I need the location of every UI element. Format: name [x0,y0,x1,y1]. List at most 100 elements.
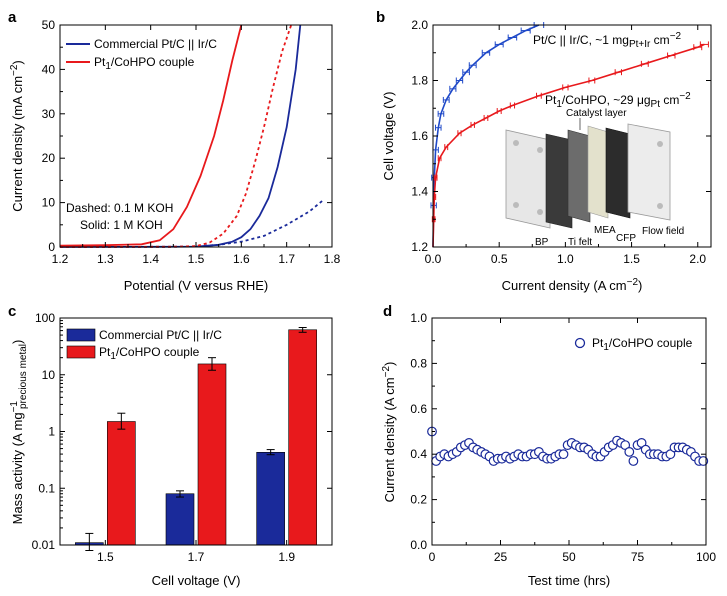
panel-a-legend-entry-2-sub: 1 [105,61,111,72]
panel-d-ylabel-tail: ) [382,362,397,366]
panel-a-xtick-label: 1.3 [97,252,114,266]
panel-c-ytick-label: 10 [42,368,56,382]
panel-a-ylabel-sup: −2 [9,64,20,76]
panel-d-legend-entry-tail: /CoHPO couple [609,336,693,350]
panel-d-xtick-label: 50 [562,550,576,564]
panel-b-annotation-blue-tail: cm [650,33,669,47]
panel-a-ytick-label: 30 [42,107,56,121]
panel-c-ytick-label: 100 [35,311,55,325]
panel-c-legend-entry-1: Commercial Pt/C || Ir/C [99,328,222,342]
panel-c-label: c [8,303,16,320]
panel-d-ytick-label: 0.4 [410,447,427,461]
panel-a-legend-entry-2-main: Pt [94,55,106,69]
panel-a-xtick-label: 1.2 [52,252,69,266]
panel-b-annotation-blue-main: Pt/C || Ir/C, ~1 mg [533,33,629,47]
panel-c-ylabel-sup: −1 [9,401,20,413]
panel-c-legend-entry-2: Pt1/CoHPO couple [99,345,200,362]
inset-label-ti-felt: Ti felt [568,237,592,248]
panel-d-legend: Pt1/CoHPO couple [574,336,693,353]
panel-b-xtick-label: 0.5 [491,252,508,266]
inset-ti-felt [545,133,573,229]
panel-b-annotation-red: Pt1/CoHPO, ~29 μgPt cm−2 [545,91,691,110]
panel-d-ytick-label: 0.8 [410,356,427,370]
panel-d-xtick-label: 75 [631,550,645,564]
panel-c-ylabel-main: Mass activity (A mg [10,412,25,524]
panel-a-ticks: 1.2 1.3 1.4 1.5 1.6 1.7 1.8 0 10 20 30 40 50 [42,18,341,266]
panel-d-ytick-label: 0.6 [410,402,427,416]
panel-a-ylabel-main: Current density (mA cm [10,76,25,212]
panel-a-annotation-solid: Solid: 1 M KOH [80,218,163,232]
panel-d-ylabel-main: Current density (A cm [382,377,397,502]
inset-bipolar-plate [505,129,551,229]
panel-a-ytick-label: 0 [48,240,55,254]
panel-b-xtick-label: 1.0 [557,252,574,266]
panel-a-label: a [8,9,17,26]
inset-label-flow-field: Flow field [642,226,684,237]
panel-a-ytick-label: 40 [42,62,56,76]
panel-b-xtick-label: 2.0 [689,252,706,266]
panel-c-legend-swatch-blue [66,328,96,342]
panel-b: b Catalyst layer BP Ti felt MEA CFP Flow… [376,9,712,293]
inset-mea [587,125,609,219]
panel-b-annotation-red-main: Pt [545,93,557,107]
panel-c-ytick-label: 0.1 [38,481,55,495]
panel-b-ytick-label: 1.8 [411,74,428,88]
panel-c-bar-series-2-1.7 [197,363,227,546]
inset-plate-hole [537,209,543,215]
panel-c-xtick-label: 1.7 [188,550,205,564]
panel-c-ylabel-sub: precious metal [18,344,29,409]
inset-plate-hole [537,147,543,153]
panel-d-legend-entry-main: Pt [592,336,604,350]
inset-plate-hole [513,140,519,146]
panel-c-xlabel: Cell voltage (V) [152,573,241,588]
panel-b-ytick-label: 2.0 [411,18,428,32]
panel-d-label: d [383,303,392,320]
panel-a-ylabel: Current density (mA cm−2) [9,60,25,212]
panel-a-xtick-label: 1.8 [324,252,341,266]
panel-b-xlabel: Current density (A cm−2) [502,277,643,293]
inset-plate-hole [657,141,663,147]
inset-label-cfp: CFP [616,233,636,244]
panel-d-ytick-label: 0.2 [410,493,427,507]
panel-d-xtick-label: 100 [696,550,716,564]
panel-b-ticks: 0.0 0.5 1.0 1.5 2.0 1.2 1.4 1.6 1.8 2.0 [411,18,711,266]
panel-b-ylabel: Cell voltage (V) [381,92,396,181]
panel-b-annotation-red-tail: cm [660,93,679,107]
panel-c-xtick-label: 1.9 [278,550,295,564]
panel-c-legend-entry-2-sub: 1 [110,351,116,362]
panel-b-annotation-blue: Pt/C || Ir/C, ~1 mgPt+Ir cm−2 [533,31,682,50]
panel-c-legend-entry-2-main: Pt [99,345,111,359]
panel-b-xtick-label: 0.0 [425,252,442,266]
panel-d-data-point [698,456,709,466]
panel-b-xlabel-sup: −2 [627,277,639,288]
panel-d-xtick-label: 25 [494,550,508,564]
panel-b-annotation-red-sup: −2 [679,91,691,102]
panel-c-bar-series-2-1.5 [107,421,136,546]
panel-d-xtick-label: 0 [429,550,436,564]
panel-c-bar-series-1-1.7 [165,493,195,546]
inset-plate-hole [657,203,663,209]
inset-label-bp: BP [535,237,549,248]
inset-cfp [605,127,631,219]
panel-b-label: b [376,9,385,26]
panel-b-ytick-label: 1.2 [411,240,428,254]
panel-b-annotation-blue-sub: Pt+Ir [629,39,651,50]
panel-a-xtick-label: 1.4 [142,252,159,266]
panel-a: a 1.2 1.3 1.4 1.5 1.6 1.7 1.8 0 10 20 30 40 50 Poten… [8,9,341,293]
panel-c-legend-entry-2-tail: /CoHPO couple [116,345,200,359]
panel-d-legend-marker [574,337,586,349]
panel-d-xlabel: Test time (hrs) [528,573,610,588]
panel-a-legend: Commercial Pt/C || Ir/C Pt1/CoHPO couple [66,37,217,72]
panel-c-ytick-label: 1 [48,425,55,439]
panel-a-xtick-label: 1.6 [233,252,250,266]
panel-a-ylabel-tail: ) [10,60,25,64]
inset-label-catalyst-layer: Catalyst layer [566,108,627,119]
panel-a-legend-entry-2-tail: /CoHPO couple [111,55,195,69]
panel-b-xlabel-main: Current density (A cm [502,278,627,293]
panel-a-xlabel: Potential (V versus RHE) [124,278,269,293]
panel-b-annotation-blue-sup: −2 [670,31,682,42]
panel-c: c 1.5 1.7 1.9 0.01 0.1 1 10 100 Cell voltage (V… [8,303,333,588]
panel-d-legend-entry-sub: 1 [603,342,609,353]
panel-c-ylabel: Mass activity (A mg−1precious metal) [9,340,29,525]
